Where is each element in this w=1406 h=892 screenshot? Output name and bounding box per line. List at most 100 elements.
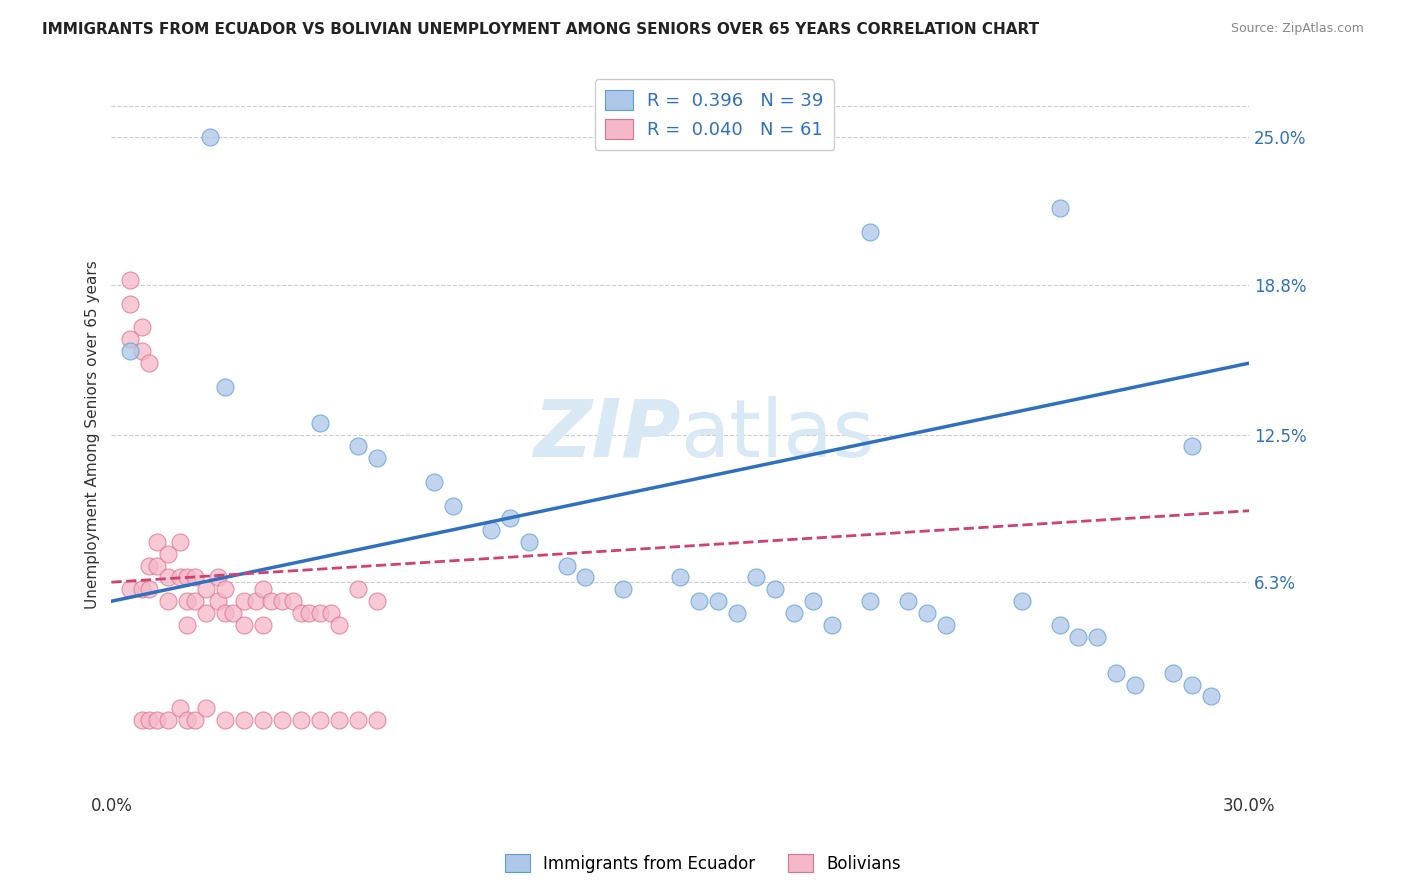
Point xyxy=(214,582,236,597)
Point xyxy=(688,594,710,608)
Point xyxy=(271,713,294,727)
Text: IMMIGRANTS FROM ECUADOR VS BOLIVIAN UNEMPLOYMENT AMONG SENIORS OVER 65 YEARS COR: IMMIGRANTS FROM ECUADOR VS BOLIVIAN UNEM… xyxy=(42,22,1039,37)
Point xyxy=(120,273,142,287)
Point xyxy=(271,594,294,608)
Point xyxy=(120,344,142,359)
Point xyxy=(138,558,160,573)
Point xyxy=(176,570,198,584)
Point xyxy=(1049,618,1071,632)
Point xyxy=(252,582,274,597)
Point xyxy=(283,594,305,608)
Point xyxy=(612,582,634,597)
Point xyxy=(184,594,207,608)
Point xyxy=(517,534,540,549)
Point xyxy=(176,713,198,727)
Point xyxy=(669,570,692,584)
Point xyxy=(131,713,153,727)
Text: ZIP: ZIP xyxy=(533,395,681,474)
Point xyxy=(783,606,806,620)
Point xyxy=(1011,594,1033,608)
Point xyxy=(245,594,267,608)
Point xyxy=(745,570,768,584)
Legend: R =  0.396   N = 39, R =  0.040   N = 61: R = 0.396 N = 39, R = 0.040 N = 61 xyxy=(595,79,834,150)
Point xyxy=(169,570,191,584)
Point xyxy=(328,713,350,727)
Point xyxy=(1087,630,1109,644)
Point xyxy=(146,558,169,573)
Point xyxy=(138,356,160,370)
Point xyxy=(146,534,169,549)
Point xyxy=(859,594,882,608)
Point xyxy=(222,606,245,620)
Point xyxy=(198,130,221,145)
Point xyxy=(131,344,153,359)
Point xyxy=(498,511,520,525)
Point xyxy=(233,713,256,727)
Point xyxy=(1199,690,1222,704)
Point xyxy=(157,570,180,584)
Legend: Immigrants from Ecuador, Bolivians: Immigrants from Ecuador, Bolivians xyxy=(498,847,908,880)
Point xyxy=(207,594,229,608)
Point xyxy=(309,713,332,727)
Point xyxy=(252,713,274,727)
Point xyxy=(233,618,256,632)
Point xyxy=(169,701,191,715)
Point xyxy=(214,380,236,394)
Point xyxy=(347,713,370,727)
Y-axis label: Unemployment Among Seniors over 65 years: Unemployment Among Seniors over 65 years xyxy=(86,260,100,609)
Point xyxy=(184,713,207,727)
Point xyxy=(260,594,283,608)
Point xyxy=(935,618,957,632)
Point xyxy=(366,594,388,608)
Point xyxy=(233,594,256,608)
Point xyxy=(195,701,218,715)
Point xyxy=(214,606,236,620)
Point xyxy=(309,606,332,620)
Point xyxy=(1067,630,1090,644)
Point xyxy=(1181,677,1204,691)
Point xyxy=(1105,665,1128,680)
Point xyxy=(725,606,748,620)
Point xyxy=(897,594,920,608)
Point xyxy=(120,332,142,346)
Point xyxy=(366,451,388,466)
Point xyxy=(120,582,142,597)
Point xyxy=(195,606,218,620)
Text: Source: ZipAtlas.com: Source: ZipAtlas.com xyxy=(1230,22,1364,36)
Point xyxy=(321,606,343,620)
Point xyxy=(169,534,191,549)
Point xyxy=(214,713,236,727)
Point xyxy=(309,416,332,430)
Point xyxy=(555,558,578,573)
Point xyxy=(157,594,180,608)
Point xyxy=(146,713,169,727)
Point xyxy=(763,582,786,597)
Point xyxy=(1181,440,1204,454)
Point xyxy=(423,475,446,490)
Point xyxy=(328,618,350,632)
Point xyxy=(207,570,229,584)
Point xyxy=(347,440,370,454)
Point xyxy=(801,594,824,608)
Point xyxy=(479,523,502,537)
Point xyxy=(859,225,882,239)
Point xyxy=(574,570,596,584)
Point xyxy=(157,713,180,727)
Point xyxy=(138,582,160,597)
Point xyxy=(821,618,844,632)
Point xyxy=(176,618,198,632)
Point xyxy=(131,582,153,597)
Text: atlas: atlas xyxy=(681,395,875,474)
Point xyxy=(252,618,274,632)
Point xyxy=(157,547,180,561)
Point xyxy=(131,320,153,334)
Point xyxy=(347,582,370,597)
Point xyxy=(290,713,312,727)
Point xyxy=(441,499,464,513)
Point xyxy=(298,606,321,620)
Point xyxy=(138,713,160,727)
Point xyxy=(120,296,142,310)
Point xyxy=(1049,202,1071,216)
Point xyxy=(366,713,388,727)
Point xyxy=(707,594,730,608)
